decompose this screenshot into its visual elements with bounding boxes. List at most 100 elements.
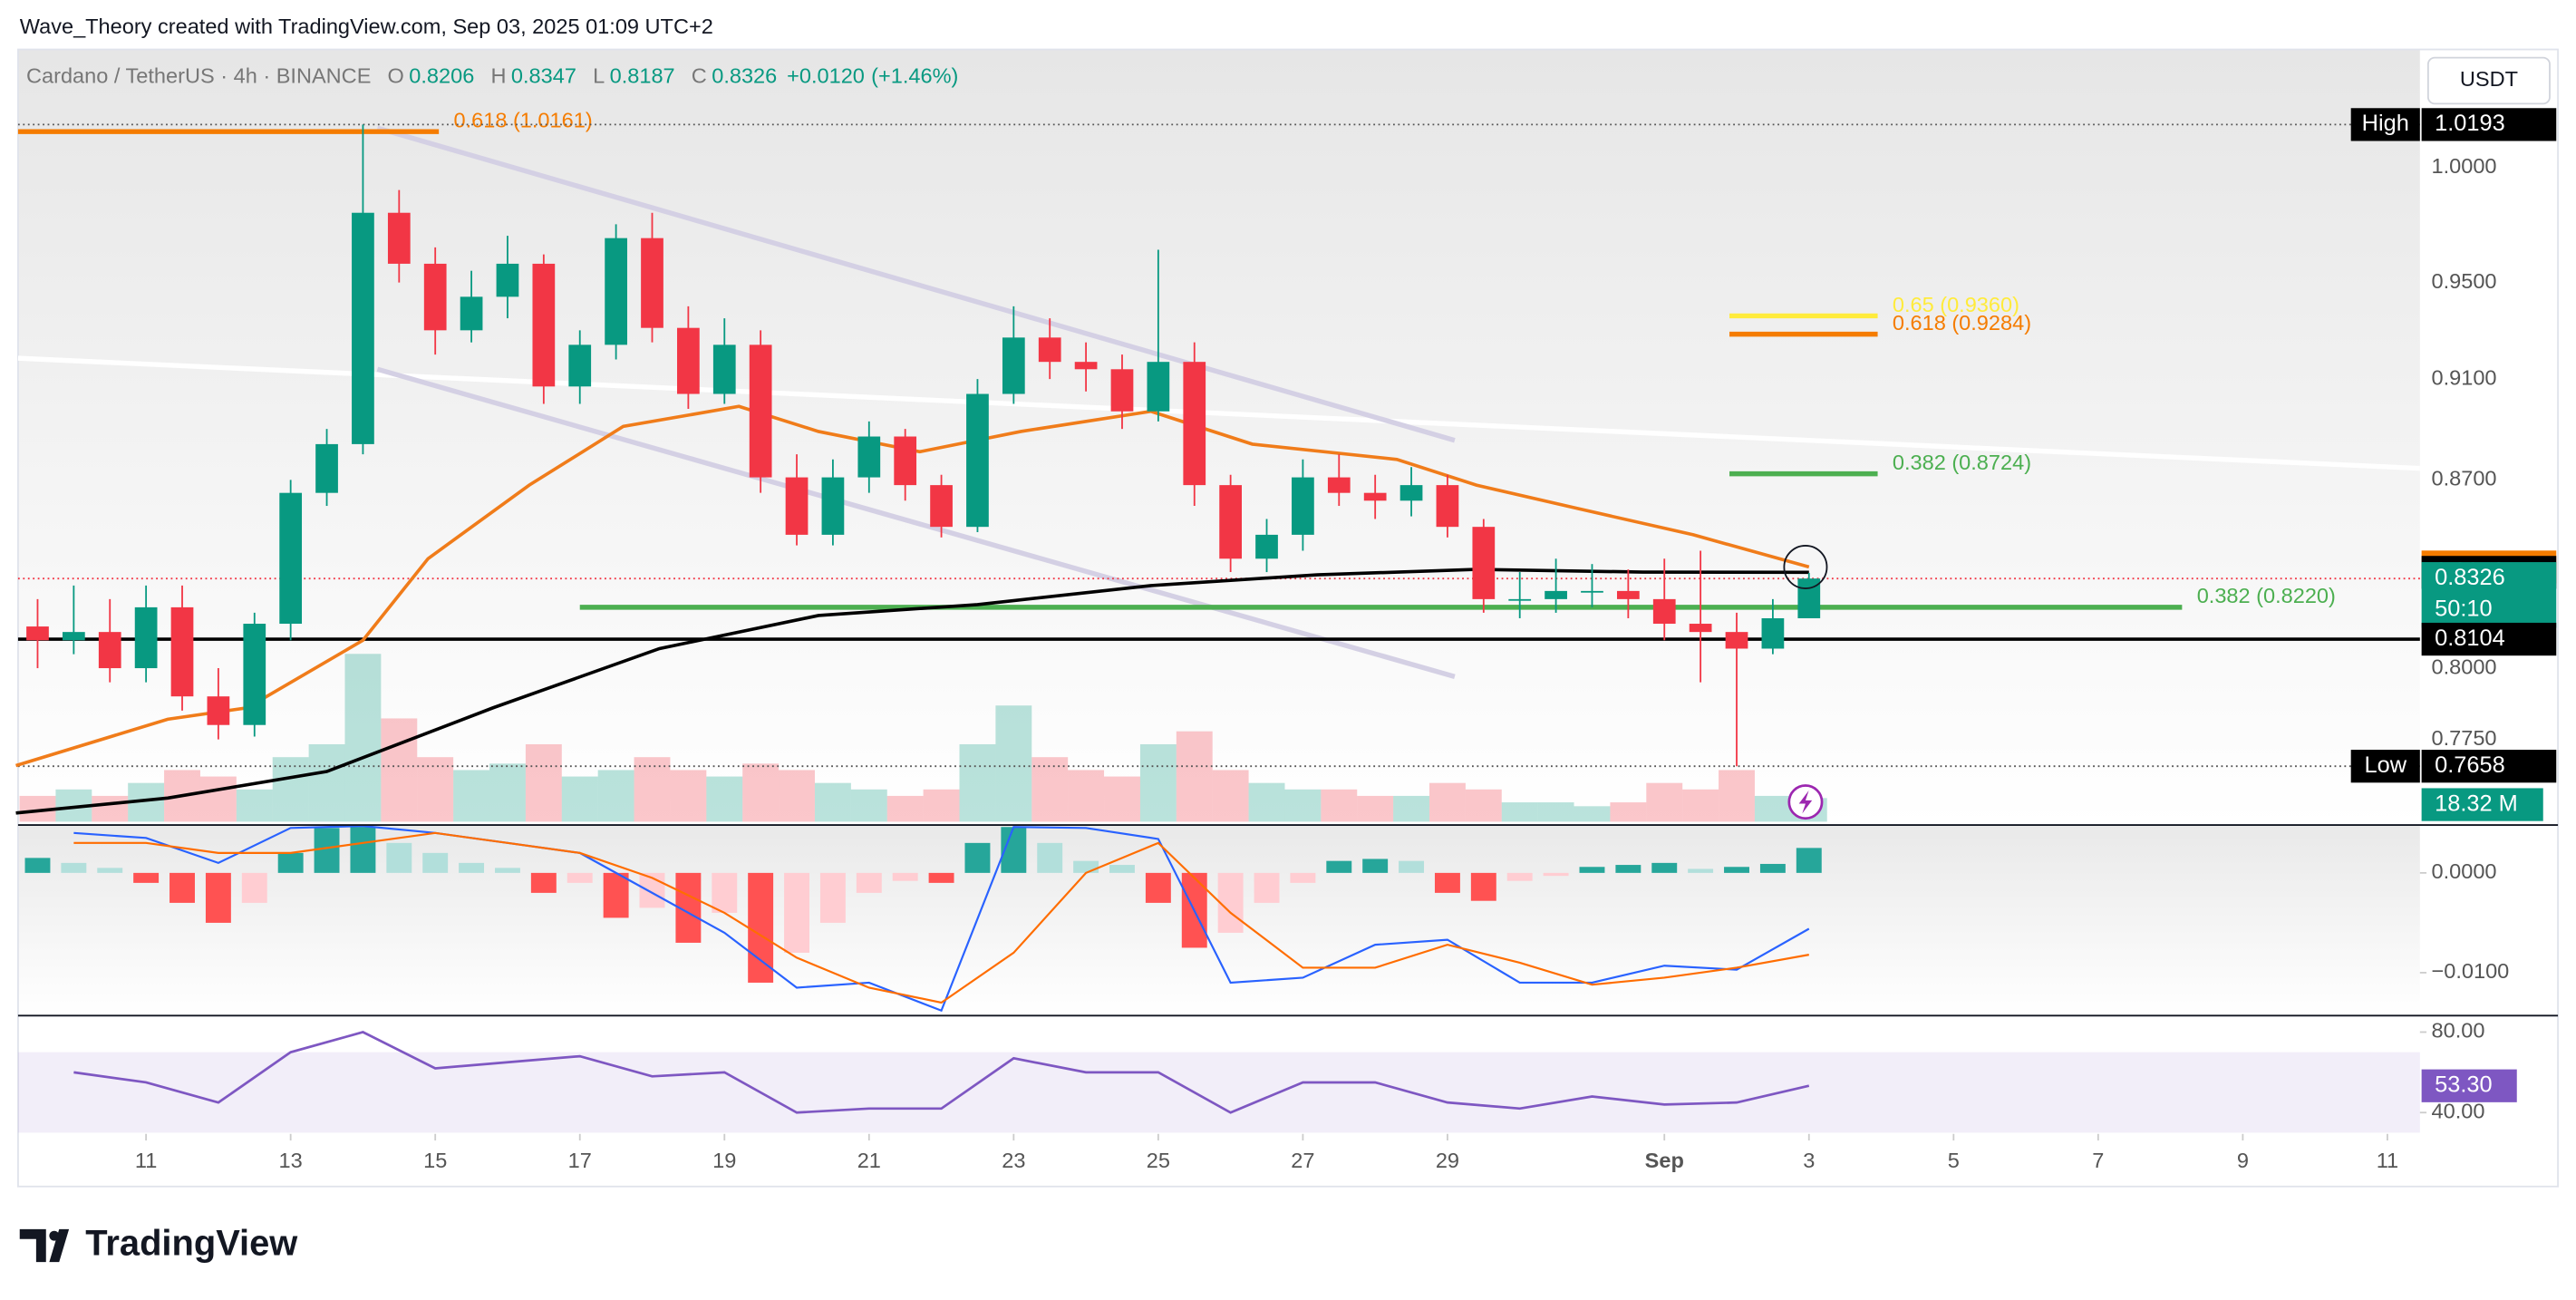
- histogram-bar: [422, 852, 449, 873]
- candle-body: [352, 212, 374, 444]
- x-tick-label: 27: [1291, 1149, 1314, 1172]
- candle-body: [496, 263, 519, 297]
- candle-body: [62, 632, 85, 641]
- histogram-bar: [1109, 865, 1135, 873]
- price-tag: High: [2362, 111, 2409, 136]
- level-label: 0.382 (0.8724): [1893, 451, 2031, 474]
- histogram-bar: [892, 872, 918, 881]
- histogram-bar: [1724, 867, 1749, 873]
- x-tick-label: 15: [423, 1149, 447, 1172]
- y-tick-label: 80.00: [2432, 1019, 2485, 1043]
- rsi-pane: [17, 1015, 2420, 1134]
- candle-body: [1399, 485, 1423, 501]
- candle-body: [532, 263, 556, 387]
- volume-bar: [1248, 782, 1285, 822]
- candle-body: [26, 626, 49, 641]
- volume-bar: [634, 757, 671, 822]
- trendline: [17, 355, 2420, 471]
- histogram-bar: [169, 872, 195, 903]
- histogram-bar: [1543, 872, 1569, 877]
- currency[interactable]: USDT: [2460, 67, 2518, 91]
- x-tick-label: 7: [2092, 1149, 2104, 1172]
- candle-body: [1689, 624, 1712, 633]
- level-label: 0.382 (0.8220): [2197, 584, 2336, 607]
- candle-body: [1074, 362, 1098, 370]
- y-tick-label: 1.0000: [2432, 154, 2497, 178]
- price-tag-box: [2350, 108, 2420, 141]
- volume-bar: [706, 776, 743, 822]
- volume-bar: [814, 782, 851, 822]
- price-label: 0.7658: [2435, 752, 2505, 778]
- candle-body: [1183, 362, 1206, 486]
- candle-body: [930, 485, 953, 528]
- candle-body: [1363, 492, 1387, 501]
- price-pane: [17, 49, 2420, 826]
- legend-key: C: [692, 64, 707, 88]
- price-label: 1.0193: [2435, 111, 2505, 136]
- histogram-bar: [1651, 862, 1678, 873]
- volume-bar: [1139, 743, 1177, 822]
- x-tick-label: 17: [568, 1149, 592, 1172]
- moving-average: [15, 568, 1809, 815]
- volume-bar: [1610, 802, 1647, 822]
- volume-bar: [1428, 782, 1466, 822]
- histogram-bar: [784, 872, 809, 953]
- y-tick-label: 0.8700: [2432, 467, 2497, 490]
- volume-bar: [1719, 770, 1755, 822]
- volume-bar: [199, 776, 237, 822]
- legend-key: H: [490, 64, 506, 88]
- y-tick-label: 0.9100: [2432, 365, 2497, 389]
- alert-icon: [1787, 784, 1824, 820]
- y-tick-label: 0.9500: [2432, 269, 2497, 293]
- candle-body: [207, 696, 230, 725]
- volume-bar: [236, 789, 273, 822]
- candle-body: [821, 477, 845, 535]
- candle-body: [641, 238, 663, 328]
- histogram-bar: [1290, 872, 1316, 883]
- candle-body: [315, 443, 338, 493]
- histogram-bar: [241, 872, 267, 903]
- currency-button-frame[interactable]: [2426, 56, 2551, 105]
- trendline: [376, 125, 1456, 443]
- candle-body: [1725, 632, 1748, 649]
- histogram-bar: [1615, 865, 1641, 873]
- histogram-bar: [61, 862, 87, 873]
- x-tick-label: 25: [1147, 1149, 1170, 1172]
- volume-label: 18.32 M: [2435, 791, 2518, 816]
- volume-bar: [742, 763, 780, 822]
- volume-bar: [1754, 795, 1791, 822]
- volume-bar: [1357, 795, 1394, 822]
- level-label: 0.65 (0.9360): [1893, 293, 2019, 316]
- volume-bar: [1104, 776, 1140, 822]
- histogram-bar: [1217, 872, 1244, 933]
- credit: Wave_Theory created with TradingView.com…: [20, 15, 713, 38]
- volume-bar: [1031, 757, 1069, 822]
- histogram-bar: [1399, 860, 1425, 873]
- currency-button[interactable]: USDT: [2426, 56, 2551, 105]
- candle-body: [1327, 477, 1351, 493]
- candle-body: [1436, 485, 1459, 528]
- chart-frame: [17, 48, 2559, 1188]
- candle-body: [1219, 485, 1243, 559]
- histogram-bar: [964, 842, 991, 873]
- histogram-bar: [1362, 859, 1389, 873]
- histogram-bar: [459, 862, 485, 873]
- volume-bar: [1465, 789, 1502, 822]
- histogram-bar: [1506, 872, 1533, 881]
- candle-body: [605, 238, 627, 345]
- volume-bar: [1321, 789, 1358, 822]
- annotation-circle: [1783, 545, 1828, 589]
- histogram-bar: [1470, 872, 1496, 901]
- histogram-bar: [1688, 868, 1714, 873]
- histogram-bar: [1254, 872, 1280, 903]
- candle-body: [894, 436, 917, 486]
- volume-bar: [561, 776, 598, 822]
- x-tick-label: Sep: [1645, 1149, 1684, 1172]
- x-tick-label: 19: [712, 1149, 736, 1172]
- x-tick-label: 3: [1803, 1149, 1815, 1172]
- candle-body: [1472, 527, 1496, 599]
- volume-bar: [597, 770, 634, 822]
- legend-change: +0.0120: [787, 64, 865, 88]
- candle-body: [857, 436, 881, 478]
- legend-title: Cardano / TetherUS · 4h · BINANCE: [26, 64, 371, 88]
